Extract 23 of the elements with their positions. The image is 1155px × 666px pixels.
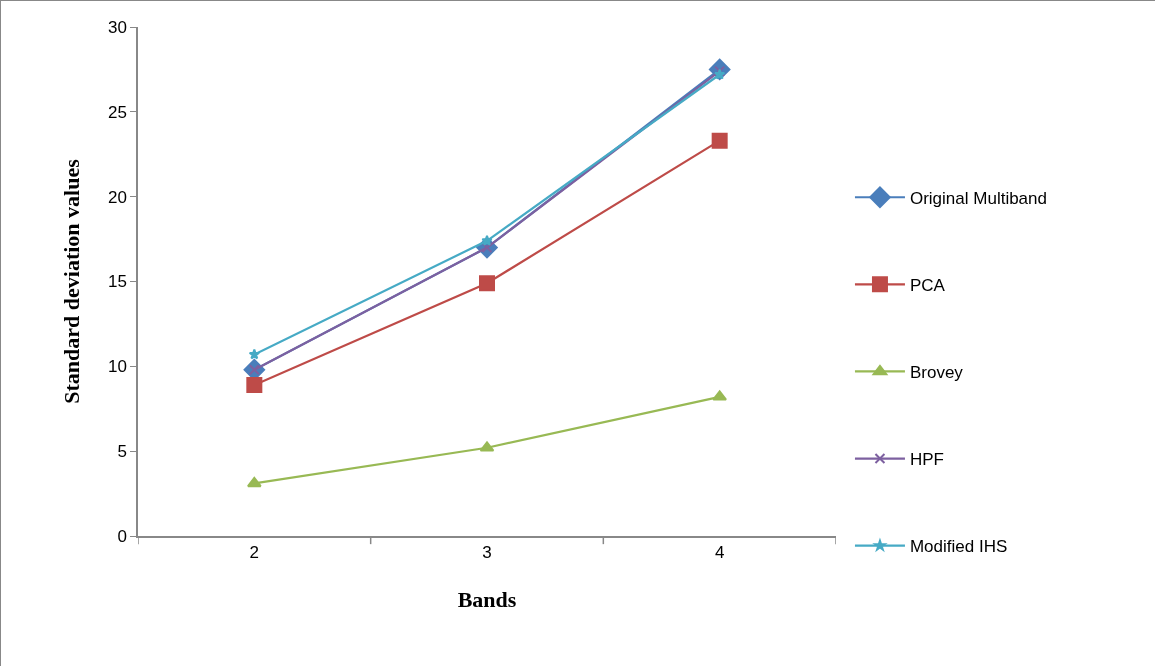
legend-label: Modified IHS (909, 537, 1008, 557)
y-tick-label: 5 (117, 442, 127, 462)
y-tick-label: 0 (117, 526, 127, 546)
legend-label: HPF (909, 450, 944, 470)
y-tick-label: 25 (107, 102, 127, 122)
y-axis-title: Standard deviation values (59, 158, 85, 404)
y-tick-label: 20 (107, 187, 127, 207)
point (246, 476, 262, 488)
point (479, 275, 495, 292)
y-tick-label: 30 (107, 17, 127, 37)
point (481, 234, 493, 246)
x-tick-label: 3 (482, 543, 492, 563)
legend-label: Original Multiband (909, 188, 1047, 208)
legend-label: Brovey (909, 363, 964, 383)
y-tick-label: 10 (107, 357, 127, 377)
legend-label: PCA (909, 275, 946, 295)
x-tick-label: 4 (714, 543, 725, 563)
point (246, 377, 263, 393)
x-tick-label: 2 (249, 543, 260, 563)
x-axis-title: Bands (457, 586, 517, 612)
point (711, 132, 728, 149)
y-tick-label: 15 (107, 272, 127, 292)
point (248, 348, 260, 360)
